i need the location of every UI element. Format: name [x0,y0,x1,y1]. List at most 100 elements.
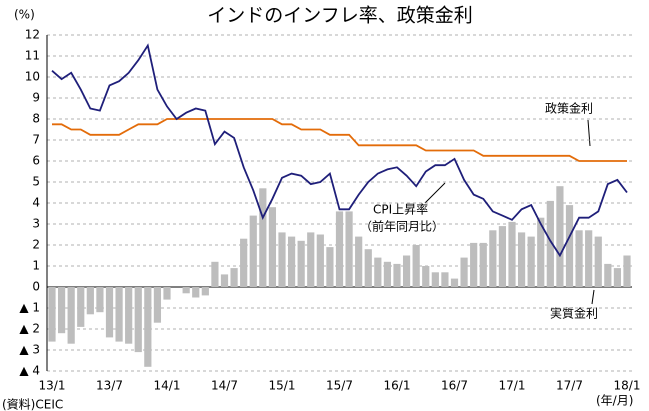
y-tick-label: 5 [32,175,40,189]
bar [470,242,478,287]
bar [67,287,75,344]
bar [86,287,94,315]
bar [431,272,439,287]
bar [259,188,267,287]
bar [422,266,430,287]
bar [345,211,353,287]
bar [105,287,114,338]
bar [125,287,133,344]
bar [527,236,535,287]
source: (資料)CEIC [2,398,63,411]
bar [450,278,459,287]
bar [479,242,487,287]
bar [230,268,238,287]
bar [393,263,401,287]
bar [460,257,468,287]
arrow [424,182,446,204]
y-tick-label: 6 [32,154,40,168]
bar [441,272,449,287]
y-tick-label: 1 [32,259,40,273]
bar [134,287,142,353]
bar [546,200,554,287]
bar [326,247,334,287]
line [52,118,627,162]
bar [192,287,200,298]
bar [278,232,286,287]
bar [604,263,612,287]
bar [57,287,66,334]
bar [211,261,219,287]
bar [153,287,162,323]
bar [364,249,372,287]
x-tick-label: 13/7 [96,379,123,393]
bar [297,240,305,287]
y-tick-label: 0 [32,280,40,294]
bar [537,217,545,287]
bar [144,287,152,367]
bar [374,257,382,287]
bar [498,226,507,287]
y-tick-label: 9 [32,91,40,105]
series-label: 実質金利 [550,306,598,321]
bar [508,221,516,287]
x-tick-label: 17/7 [556,379,583,393]
x-tick-label: 14/1 [154,379,181,393]
bar [249,215,257,287]
bar [220,274,229,287]
line [51,43,628,258]
x-tick-label: 16/7 [441,379,468,393]
x-axis-label: (年/月) [596,394,633,408]
bar [201,287,209,296]
bar [115,287,123,342]
y-axis-label: (%) [14,8,35,22]
x-tick-label: 17/1 [499,379,526,393]
bar [594,236,602,287]
bar [556,186,564,287]
series-label: CPI上昇率 [373,202,428,217]
x-tick-label: 15/1 [269,379,296,393]
bar [383,261,392,287]
y-tick-label: 2 [32,238,40,252]
y-tick-label: 7 [32,133,40,147]
bar [623,255,631,287]
bar [355,236,363,287]
bar [163,287,171,300]
arrow [591,289,595,305]
y-tick-label: 10 [25,70,40,84]
bar [240,238,248,287]
y-tick-label: ▲ 2 [19,322,40,336]
bar [412,245,420,287]
bar [575,230,583,287]
bar [96,287,104,313]
y-tick-label: 11 [25,49,40,63]
bar [307,232,315,287]
y-tick-label: ▲ 4 [19,364,40,378]
x-tick-label: 13/1 [39,379,66,393]
y-tick-label: ▲ 3 [19,343,40,357]
bar [402,255,411,287]
y-tick-label: 8 [32,112,40,126]
bar [268,207,277,287]
x-tick-label: 14/7 [211,379,238,393]
bar [489,230,497,287]
x-tick-label: 15/7 [326,379,353,393]
annotation: （前年同月比） [360,219,444,234]
bar [517,232,526,287]
series-label: 政策金利 [545,101,593,116]
x-tick-label: 18/1 [614,379,641,393]
bar [48,287,56,342]
bar [77,287,85,327]
chart-title: インドのインフレ率、政策金利 [207,5,472,27]
bar [565,205,574,287]
bar [182,287,190,294]
bar [613,268,622,287]
bar [287,236,296,287]
y-tick-label: ▲ 1 [19,301,40,315]
bar [585,230,593,287]
bar [316,234,324,287]
y-tick-label: 4 [32,196,40,210]
arrow [587,119,591,147]
y-tick-label: 12 [25,28,40,42]
y-tick-label: 3 [32,217,40,231]
